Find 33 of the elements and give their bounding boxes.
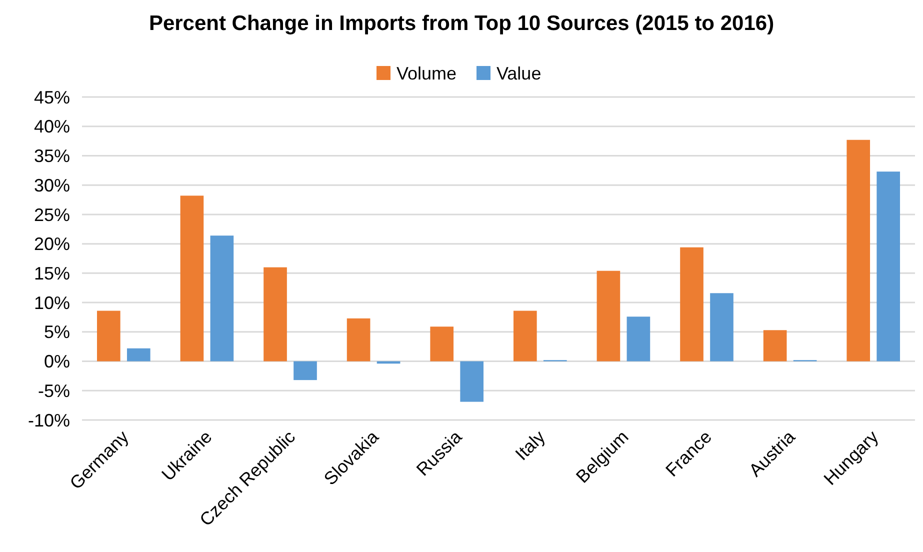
y-tick-label: 45% [34, 87, 70, 108]
y-tick-label: 30% [34, 175, 70, 196]
y-tick-label: 10% [34, 292, 70, 313]
y-tick-label: 35% [34, 146, 70, 166]
bar [460, 361, 484, 402]
bar [294, 361, 317, 380]
chart-title: Percent Change in Imports from Top 10 Sources (2015 to 2016) [148, 12, 774, 35]
bar [763, 330, 787, 362]
y-tick-label: 25% [34, 204, 70, 225]
bar [430, 326, 454, 362]
y-tick-label: 15% [34, 263, 70, 284]
bar [180, 196, 204, 362]
bar [126, 348, 150, 362]
y-tick-label: 40% [34, 116, 70, 137]
y-tick-label: -5% [38, 380, 70, 401]
bar [513, 310, 537, 362]
bar [264, 267, 287, 362]
bar [680, 247, 704, 362]
bar [210, 236, 234, 362]
x-tick-label: Italy [511, 426, 549, 464]
legend-label: Volume [396, 63, 457, 84]
legend-label: Value [496, 63, 542, 84]
bar [596, 270, 620, 362]
y-tick-label: 5% [44, 322, 70, 342]
bar [876, 172, 900, 362]
bar [346, 318, 370, 362]
y-tick-label: 0% [44, 352, 70, 372]
y-tick-label: -10% [28, 410, 70, 430]
y-tick-label: 20% [34, 234, 70, 254]
bar [710, 293, 734, 362]
bar [846, 140, 870, 362]
bar [96, 310, 120, 362]
bar [626, 316, 650, 362]
